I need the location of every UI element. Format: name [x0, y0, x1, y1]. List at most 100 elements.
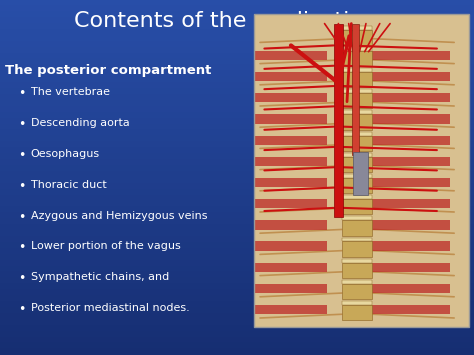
Bar: [0, 272, 474, 278]
Bar: [254, 305, 327, 315]
Bar: [372, 241, 450, 251]
Bar: [254, 114, 327, 124]
Text: Azygous and Hemizygous veins: Azygous and Hemizygous veins: [31, 211, 207, 220]
Bar: [352, 23, 359, 155]
Bar: [0, 348, 474, 355]
Bar: [0, 236, 474, 242]
Bar: [254, 72, 327, 81]
Bar: [0, 183, 474, 189]
Text: Posterior mediastinal nodes.: Posterior mediastinal nodes.: [31, 303, 190, 313]
Bar: [0, 11, 474, 18]
Bar: [342, 263, 372, 278]
Bar: [0, 325, 474, 331]
Bar: [342, 301, 372, 305]
Bar: [334, 23, 343, 217]
Bar: [254, 220, 327, 230]
Bar: [342, 89, 372, 93]
Bar: [342, 217, 372, 220]
Text: The vertebrae: The vertebrae: [31, 87, 110, 97]
Text: •: •: [18, 118, 25, 131]
Bar: [0, 307, 474, 313]
Bar: [0, 76, 474, 83]
Bar: [342, 110, 372, 114]
Bar: [372, 263, 450, 272]
Bar: [0, 153, 474, 160]
Bar: [342, 132, 372, 136]
Bar: [0, 147, 474, 154]
Bar: [0, 135, 474, 142]
Bar: [372, 136, 450, 145]
Bar: [0, 301, 474, 308]
Text: •: •: [18, 303, 25, 316]
Bar: [0, 331, 474, 337]
Bar: [372, 305, 450, 315]
Bar: [342, 305, 372, 320]
Text: •: •: [18, 272, 25, 285]
Bar: [0, 5, 474, 12]
Text: Oesophagus: Oesophagus: [31, 149, 100, 159]
Bar: [0, 64, 474, 71]
Bar: [342, 220, 372, 236]
Bar: [0, 337, 474, 343]
Bar: [0, 319, 474, 326]
Bar: [0, 266, 474, 272]
Bar: [342, 51, 372, 66]
Bar: [372, 51, 450, 60]
Bar: [0, 254, 474, 260]
Bar: [254, 157, 327, 166]
Text: Sympathetic chains, and: Sympathetic chains, and: [31, 272, 169, 282]
Bar: [0, 124, 474, 130]
Bar: [342, 29, 372, 45]
Bar: [0, 289, 474, 296]
Text: •: •: [18, 149, 25, 162]
Bar: [342, 157, 372, 172]
Bar: [0, 230, 474, 237]
Text: •: •: [18, 180, 25, 193]
Bar: [0, 112, 474, 118]
Bar: [0, 141, 474, 148]
Text: Descending aorta: Descending aorta: [31, 118, 129, 128]
Text: Thoracic duct: Thoracic duct: [31, 180, 107, 190]
Bar: [0, 343, 474, 349]
Bar: [0, 29, 474, 36]
Bar: [0, 218, 474, 225]
Bar: [342, 114, 372, 130]
Bar: [0, 224, 474, 231]
Bar: [0, 177, 474, 184]
Bar: [342, 72, 372, 87]
Text: Contents of the mediastinum: Contents of the mediastinum: [74, 11, 400, 31]
Bar: [342, 238, 372, 241]
Bar: [372, 72, 450, 81]
Bar: [0, 206, 474, 213]
Text: •: •: [18, 211, 25, 224]
Bar: [0, 189, 474, 195]
Bar: [254, 199, 327, 208]
Bar: [254, 14, 469, 327]
Bar: [342, 195, 372, 199]
Bar: [0, 242, 474, 248]
Bar: [254, 241, 327, 251]
Bar: [0, 159, 474, 166]
Bar: [342, 199, 372, 214]
Bar: [0, 106, 474, 113]
Bar: [372, 93, 450, 103]
Bar: [0, 59, 474, 65]
Bar: [342, 241, 372, 257]
Bar: [0, 17, 474, 24]
Bar: [372, 284, 450, 293]
Text: The posterior compartment: The posterior compartment: [5, 64, 211, 77]
Bar: [254, 284, 327, 293]
Bar: [0, 195, 474, 201]
Bar: [0, 295, 474, 302]
Bar: [0, 47, 474, 53]
Bar: [254, 178, 327, 187]
Text: Lower portion of the vagus: Lower portion of the vagus: [31, 241, 181, 251]
Bar: [0, 212, 474, 219]
Bar: [372, 114, 450, 124]
Bar: [342, 93, 372, 108]
Bar: [0, 283, 474, 290]
Bar: [0, 35, 474, 42]
Bar: [0, 171, 474, 178]
Bar: [372, 199, 450, 208]
Bar: [342, 284, 372, 299]
